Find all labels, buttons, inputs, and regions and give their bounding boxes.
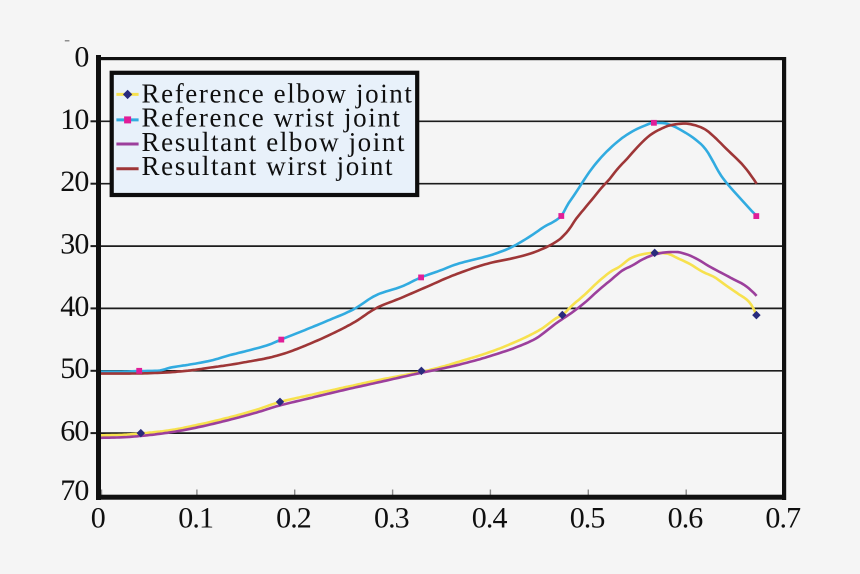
svg-text:50: 50: [60, 352, 88, 385]
svg-text:Reference elbow joint: Reference elbow joint: [142, 78, 414, 108]
svg-text:0.5: 0.5: [570, 502, 605, 535]
svg-text:0: 0: [91, 502, 105, 535]
svg-text:60: 60: [60, 415, 88, 448]
svg-text:30: 30: [60, 228, 88, 261]
svg-text:10: 10: [60, 103, 88, 136]
svg-text:0.2: 0.2: [276, 502, 311, 535]
svg-text:40: 40: [60, 290, 88, 323]
svg-text:0.3: 0.3: [374, 502, 409, 535]
svg-text:0.1: 0.1: [178, 502, 213, 535]
svg-text:Resultant elbow joint: Resultant elbow joint: [142, 127, 407, 157]
svg-text:0: 0: [74, 40, 88, 73]
svg-text:0.7: 0.7: [765, 502, 801, 535]
svg-text:Resultant wirst joint: Resultant wirst joint: [142, 151, 395, 181]
svg-text:20: 20: [60, 165, 88, 198]
svg-text:0.4: 0.4: [472, 502, 508, 535]
svg-text:0.6: 0.6: [668, 502, 704, 535]
svg-text:Reference wrist joint: Reference wrist joint: [142, 103, 402, 133]
svg-text:70: 70: [60, 474, 88, 507]
